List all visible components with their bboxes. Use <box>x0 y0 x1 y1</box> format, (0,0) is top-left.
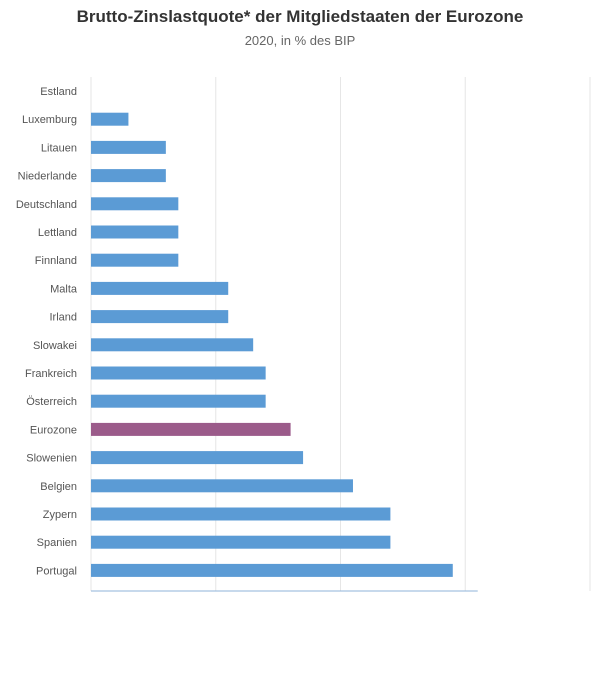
category-label: Slowakei <box>33 340 77 352</box>
category-label: Slowenien <box>26 453 77 465</box>
bar <box>91 451 304 465</box>
bar <box>91 535 391 549</box>
bar <box>91 112 129 126</box>
bar <box>91 479 353 493</box>
category-label: Frankreich <box>25 368 77 380</box>
category-label: Estland <box>40 86 77 98</box>
category-label: Zypern <box>43 509 77 521</box>
bar <box>91 422 291 436</box>
category-label: Eurozone <box>30 424 77 436</box>
bar <box>91 225 179 239</box>
bar <box>91 366 266 380</box>
bar <box>91 197 179 211</box>
category-label: Österreich <box>26 396 77 408</box>
bar <box>91 563 453 577</box>
bar <box>91 140 166 154</box>
chart-subtitle: 2020, in % des BIP <box>244 33 356 48</box>
bar <box>91 169 166 183</box>
bar <box>91 507 391 521</box>
category-label: Lettland <box>38 227 77 239</box>
category-label: Finnland <box>35 255 77 267</box>
category-label: Malta <box>50 283 78 295</box>
category-label: Luxemburg <box>22 114 77 126</box>
category-label: Spanien <box>37 537 77 549</box>
bar <box>91 281 229 295</box>
bar <box>91 310 229 324</box>
category-label: Niederlande <box>18 171 77 183</box>
category-label: Belgien <box>40 481 77 493</box>
bar <box>91 253 179 267</box>
category-label: Deutschland <box>16 199 77 211</box>
bar <box>91 338 254 352</box>
category-label: Portugal <box>36 565 77 577</box>
chart-title: Brutto-Zinslastquote* der Mitgliedstaate… <box>76 7 524 26</box>
bar <box>91 394 266 408</box>
category-label: Litauen <box>41 142 77 154</box>
category-label: Irland <box>49 312 77 324</box>
